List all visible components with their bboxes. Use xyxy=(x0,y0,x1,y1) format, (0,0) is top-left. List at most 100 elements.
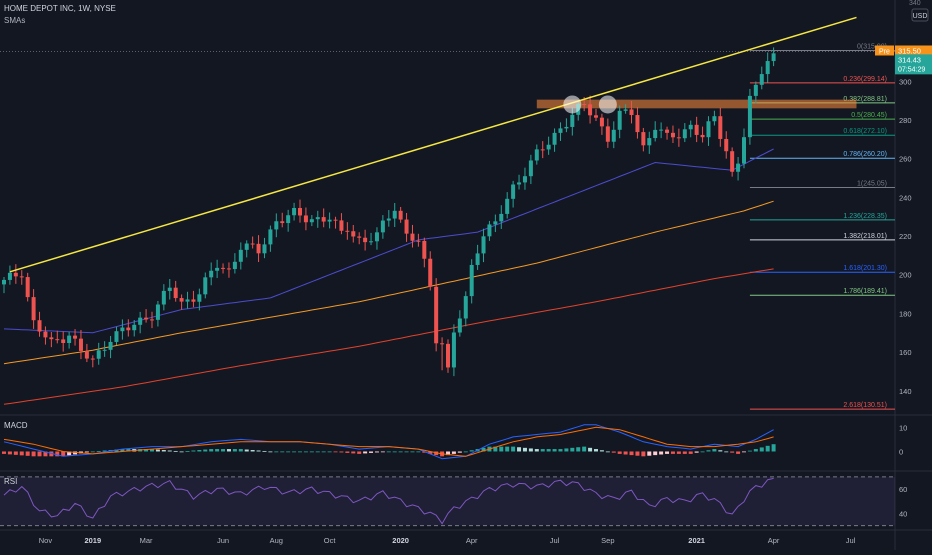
macd-histogram-bar xyxy=(155,449,160,452)
macd-histogram-bar xyxy=(558,449,563,452)
fib-level-label: 1(245.05) xyxy=(857,181,887,188)
candle-body xyxy=(256,243,261,254)
macd-pane-title: MACD xyxy=(4,421,28,430)
candle-body xyxy=(374,232,379,242)
price-axis-tick-partial: 340 xyxy=(909,0,921,7)
candle-body xyxy=(688,124,693,130)
candle-body xyxy=(641,132,646,146)
candle-body xyxy=(84,350,89,359)
macd-histogram-bar xyxy=(517,447,522,452)
macd-histogram-bar xyxy=(150,449,154,452)
candle-body xyxy=(410,233,415,241)
macd-histogram-bar xyxy=(274,451,279,453)
candle-body xyxy=(570,114,575,127)
candle-body xyxy=(345,230,350,232)
candle-body xyxy=(765,61,770,75)
candle-body xyxy=(540,149,545,151)
macd-histogram-bar xyxy=(221,449,226,452)
macd-signal-line xyxy=(3,426,774,457)
macd-histogram-bar xyxy=(7,451,12,455)
macd-histogram-bar xyxy=(256,450,261,452)
candle-body xyxy=(528,160,533,177)
macd-histogram-bar xyxy=(386,451,391,453)
candle-body xyxy=(522,176,527,183)
candle-body xyxy=(191,299,196,302)
price-axis-tick: 180 xyxy=(899,309,912,318)
fib-level-label: 1.618(201.30) xyxy=(843,265,887,272)
candle-body xyxy=(428,258,433,287)
price-axis-tick: 280 xyxy=(899,116,912,125)
candle-body xyxy=(647,138,652,146)
macd-histogram-bar xyxy=(67,451,72,456)
candle-body xyxy=(463,296,468,319)
macd-histogram-bar xyxy=(185,450,190,452)
candle-body xyxy=(724,138,729,152)
macd-histogram-bar xyxy=(670,451,675,454)
macd-histogram-bar xyxy=(96,450,101,452)
macd-histogram-bar xyxy=(706,450,711,452)
candle-body xyxy=(712,116,717,122)
fib-level-label: 1.786(189.41) xyxy=(843,288,887,295)
time-axis-label: Oct xyxy=(324,536,337,545)
macd-histogram-bar xyxy=(351,451,356,454)
candle-body xyxy=(7,272,12,280)
macd-histogram-bar xyxy=(546,449,551,452)
candle-body xyxy=(558,128,563,133)
candle-body xyxy=(49,337,54,340)
candle-body xyxy=(730,151,735,172)
candle-body xyxy=(309,219,314,223)
candle-body xyxy=(286,215,291,224)
candle-body xyxy=(138,317,143,325)
currency-selector[interactable] xyxy=(911,8,929,22)
candle-body xyxy=(742,137,746,164)
candle-body xyxy=(215,267,220,271)
macd-histogram-bar xyxy=(451,451,456,454)
fib-level-label: 0.382(288.81) xyxy=(843,96,887,103)
sma-slow-line xyxy=(3,268,774,405)
macd-histogram-bar xyxy=(215,449,220,452)
macd-histogram-bar xyxy=(416,451,421,453)
time-axis-label: Apr xyxy=(768,536,780,545)
price-axis-tick: 220 xyxy=(899,232,912,241)
candle-body xyxy=(706,121,711,138)
rsi-line xyxy=(3,477,774,525)
candle-body xyxy=(564,126,569,129)
time-axis-label: 2019 xyxy=(84,536,101,545)
candle-body xyxy=(617,110,622,130)
macd-histogram-bar xyxy=(629,451,634,456)
candle-body xyxy=(114,331,119,342)
candle-body xyxy=(599,117,604,127)
macd-histogram-bar xyxy=(73,451,78,455)
candle-body xyxy=(327,219,332,222)
candle-body xyxy=(232,261,237,270)
fib-level-label: 1.236(228.35) xyxy=(843,213,887,220)
macd-histogram-bar xyxy=(428,451,433,454)
candle-body xyxy=(469,264,474,297)
macd-histogram-bar xyxy=(167,450,172,452)
time-axis-label: Mar xyxy=(140,536,153,545)
candle-body xyxy=(339,220,344,231)
macd-histogram-bar xyxy=(55,451,60,457)
rsi-pane-title: RSI xyxy=(4,477,17,486)
rsi-axis-tick: 40 xyxy=(899,509,907,518)
macd-histogram-bar xyxy=(232,449,237,452)
candle-body xyxy=(161,290,166,305)
macd-histogram-bar xyxy=(623,451,628,455)
candle-body xyxy=(588,104,593,116)
macd-histogram-bar xyxy=(765,445,770,452)
macd-histogram-bar xyxy=(718,450,723,452)
macd-histogram-bar xyxy=(594,449,598,452)
time-axis-label: Sep xyxy=(601,536,614,545)
macd-histogram-bar xyxy=(179,451,184,453)
candle-body xyxy=(759,74,764,85)
macd-histogram-bar xyxy=(481,447,486,452)
candle-body xyxy=(700,134,705,138)
time-axis-label: 2020 xyxy=(392,536,409,545)
macd-histogram-bar xyxy=(327,451,332,453)
candle-body xyxy=(274,221,279,230)
macd-histogram-bar xyxy=(742,451,746,453)
candle-body xyxy=(386,218,391,221)
indicator-legend[interactable]: SMAs xyxy=(4,16,26,25)
